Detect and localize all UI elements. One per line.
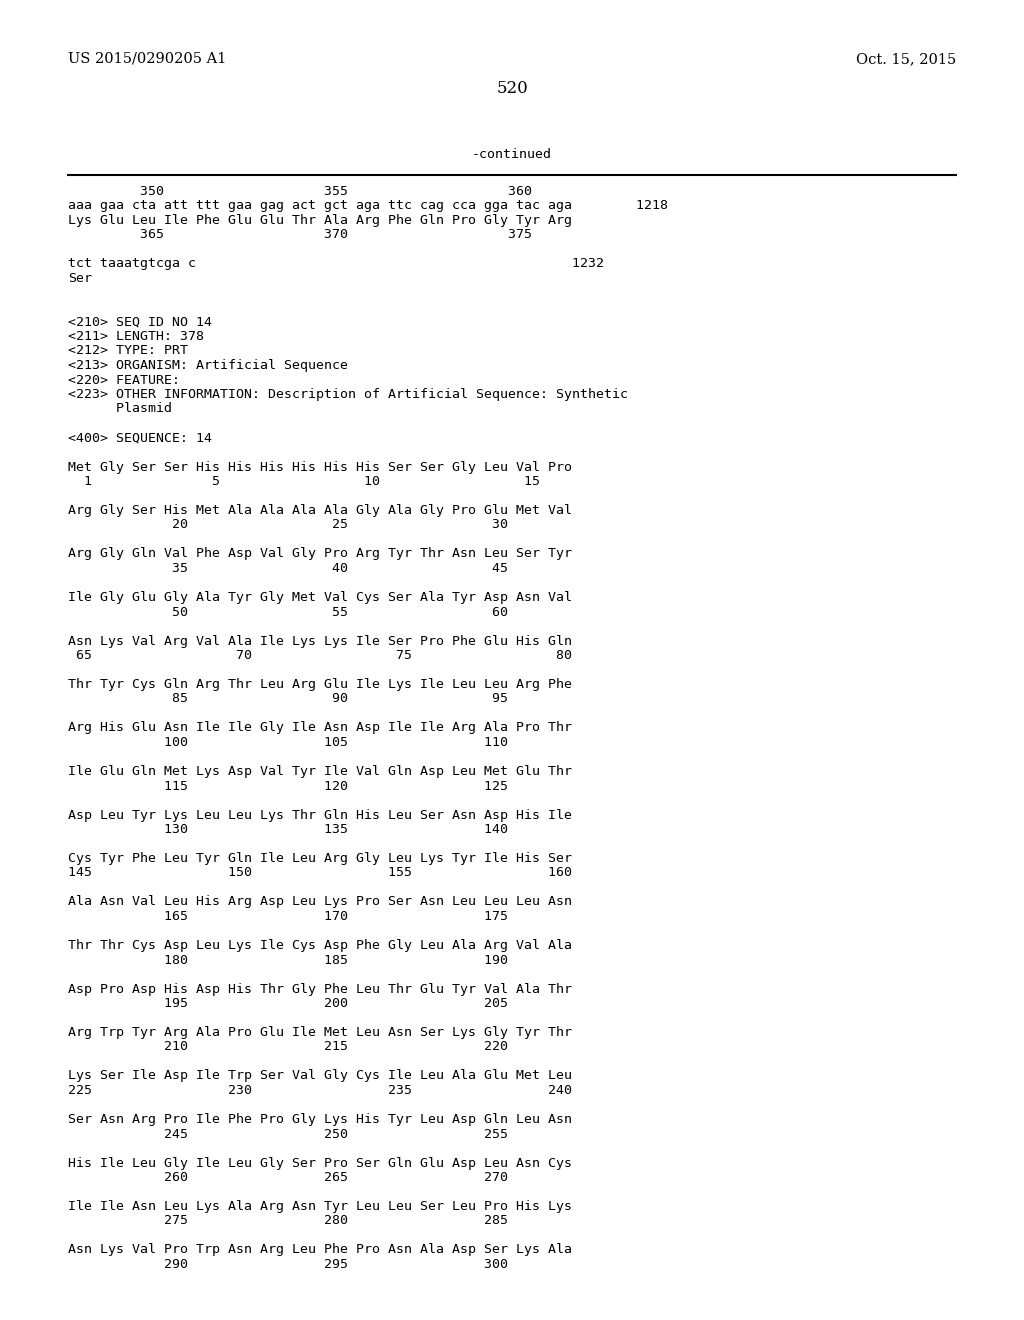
Text: 1               5                  10                  15: 1 5 10 15 bbox=[68, 475, 540, 488]
Text: <223> OTHER INFORMATION: Description of Artificial Sequence: Synthetic: <223> OTHER INFORMATION: Description of … bbox=[68, 388, 628, 401]
Text: 145                 150                 155                 160: 145 150 155 160 bbox=[68, 866, 572, 879]
Text: Cys Tyr Phe Leu Tyr Gln Ile Leu Arg Gly Leu Lys Tyr Ile His Ser: Cys Tyr Phe Leu Tyr Gln Ile Leu Arg Gly … bbox=[68, 851, 572, 865]
Text: Ile Gly Glu Gly Ala Tyr Gly Met Val Cys Ser Ala Tyr Asp Asn Val: Ile Gly Glu Gly Ala Tyr Gly Met Val Cys … bbox=[68, 591, 572, 605]
Text: Arg His Glu Asn Ile Ile Gly Ile Asn Asp Ile Ile Arg Ala Pro Thr: Arg His Glu Asn Ile Ile Gly Ile Asn Asp … bbox=[68, 722, 572, 734]
Text: Ala Asn Val Leu His Arg Asp Leu Lys Pro Ser Asn Leu Leu Leu Asn: Ala Asn Val Leu His Arg Asp Leu Lys Pro … bbox=[68, 895, 572, 908]
Text: 290                 295                 300: 290 295 300 bbox=[68, 1258, 508, 1271]
Text: 350                    355                    360: 350 355 360 bbox=[68, 185, 532, 198]
Text: 165                 170                 175: 165 170 175 bbox=[68, 909, 508, 923]
Text: 50                  55                  60: 50 55 60 bbox=[68, 606, 508, 619]
Text: US 2015/0290205 A1: US 2015/0290205 A1 bbox=[68, 51, 226, 66]
Text: 365                    370                    375: 365 370 375 bbox=[68, 228, 532, 242]
Text: Ser Asn Arg Pro Ile Phe Pro Gly Lys His Tyr Leu Asp Gln Leu Asn: Ser Asn Arg Pro Ile Phe Pro Gly Lys His … bbox=[68, 1113, 572, 1126]
Text: Arg Gly Gln Val Phe Asp Val Gly Pro Arg Tyr Thr Asn Leu Ser Tyr: Arg Gly Gln Val Phe Asp Val Gly Pro Arg … bbox=[68, 548, 572, 561]
Text: 260                 265                 270: 260 265 270 bbox=[68, 1171, 508, 1184]
Text: Oct. 15, 2015: Oct. 15, 2015 bbox=[856, 51, 956, 66]
Text: Thr Tyr Cys Gln Arg Thr Leu Arg Glu Ile Lys Ile Leu Leu Arg Phe: Thr Tyr Cys Gln Arg Thr Leu Arg Glu Ile … bbox=[68, 678, 572, 690]
Text: Asp Leu Tyr Lys Leu Leu Lys Thr Gln His Leu Ser Asn Asp His Ile: Asp Leu Tyr Lys Leu Leu Lys Thr Gln His … bbox=[68, 808, 572, 821]
Text: <400> SEQUENCE: 14: <400> SEQUENCE: 14 bbox=[68, 432, 212, 445]
Text: 35                  40                  45: 35 40 45 bbox=[68, 562, 508, 576]
Text: 225                 230                 235                 240: 225 230 235 240 bbox=[68, 1084, 572, 1097]
Text: 20                  25                  30: 20 25 30 bbox=[68, 519, 508, 532]
Text: 100                 105                 110: 100 105 110 bbox=[68, 737, 508, 748]
Text: <211> LENGTH: 378: <211> LENGTH: 378 bbox=[68, 330, 204, 343]
Text: 520: 520 bbox=[496, 81, 528, 96]
Text: <210> SEQ ID NO 14: <210> SEQ ID NO 14 bbox=[68, 315, 212, 329]
Text: Thr Thr Cys Asp Leu Lys Ile Cys Asp Phe Gly Leu Ala Arg Val Ala: Thr Thr Cys Asp Leu Lys Ile Cys Asp Phe … bbox=[68, 939, 572, 952]
Text: 130                 135                 140: 130 135 140 bbox=[68, 822, 508, 836]
Text: tct taaatgtcga c                                               1232: tct taaatgtcga c 1232 bbox=[68, 257, 604, 271]
Text: Lys Glu Leu Ile Phe Glu Glu Thr Ala Arg Phe Gln Pro Gly Tyr Arg: Lys Glu Leu Ile Phe Glu Glu Thr Ala Arg … bbox=[68, 214, 572, 227]
Text: Asp Pro Asp His Asp His Thr Gly Phe Leu Thr Glu Tyr Val Ala Thr: Asp Pro Asp His Asp His Thr Gly Phe Leu … bbox=[68, 982, 572, 995]
Text: aaa gaa cta att ttt gaa gag act gct aga ttc cag cca gga tac aga        1218: aaa gaa cta att ttt gaa gag act gct aga … bbox=[68, 199, 668, 213]
Text: Plasmid: Plasmid bbox=[68, 403, 172, 416]
Text: Ile Glu Gln Met Lys Asp Val Tyr Ile Val Gln Asp Leu Met Glu Thr: Ile Glu Gln Met Lys Asp Val Tyr Ile Val … bbox=[68, 766, 572, 777]
Text: 85                  90                  95: 85 90 95 bbox=[68, 693, 508, 705]
Text: 210                 215                 220: 210 215 220 bbox=[68, 1040, 508, 1053]
Text: His Ile Leu Gly Ile Leu Gly Ser Pro Ser Gln Glu Asp Leu Asn Cys: His Ile Leu Gly Ile Leu Gly Ser Pro Ser … bbox=[68, 1156, 572, 1170]
Text: 115                 120                 125: 115 120 125 bbox=[68, 780, 508, 792]
Text: 195                 200                 205: 195 200 205 bbox=[68, 997, 508, 1010]
Text: Arg Trp Tyr Arg Ala Pro Glu Ile Met Leu Asn Ser Lys Gly Tyr Thr: Arg Trp Tyr Arg Ala Pro Glu Ile Met Leu … bbox=[68, 1026, 572, 1039]
Text: Lys Ser Ile Asp Ile Trp Ser Val Gly Cys Ile Leu Ala Glu Met Leu: Lys Ser Ile Asp Ile Trp Ser Val Gly Cys … bbox=[68, 1069, 572, 1082]
Text: Ser: Ser bbox=[68, 272, 92, 285]
Text: -continued: -continued bbox=[472, 148, 552, 161]
Text: Arg Gly Ser His Met Ala Ala Ala Ala Gly Ala Gly Pro Glu Met Val: Arg Gly Ser His Met Ala Ala Ala Ala Gly … bbox=[68, 504, 572, 517]
Text: Asn Lys Val Arg Val Ala Ile Lys Lys Ile Ser Pro Phe Glu His Gln: Asn Lys Val Arg Val Ala Ile Lys Lys Ile … bbox=[68, 635, 572, 648]
Text: <220> FEATURE:: <220> FEATURE: bbox=[68, 374, 180, 387]
Text: 275                 280                 285: 275 280 285 bbox=[68, 1214, 508, 1228]
Text: 180                 185                 190: 180 185 190 bbox=[68, 953, 508, 966]
Text: 245                 250                 255: 245 250 255 bbox=[68, 1127, 508, 1140]
Text: Asn Lys Val Pro Trp Asn Arg Leu Phe Pro Asn Ala Asp Ser Lys Ala: Asn Lys Val Pro Trp Asn Arg Leu Phe Pro … bbox=[68, 1243, 572, 1257]
Text: Ile Ile Asn Leu Lys Ala Arg Asn Tyr Leu Leu Ser Leu Pro His Lys: Ile Ile Asn Leu Lys Ala Arg Asn Tyr Leu … bbox=[68, 1200, 572, 1213]
Text: <212> TYPE: PRT: <212> TYPE: PRT bbox=[68, 345, 188, 358]
Text: Met Gly Ser Ser His His His His His His Ser Ser Gly Leu Val Pro: Met Gly Ser Ser His His His His His His … bbox=[68, 461, 572, 474]
Text: 65                  70                  75                  80: 65 70 75 80 bbox=[68, 649, 572, 663]
Text: <213> ORGANISM: Artificial Sequence: <213> ORGANISM: Artificial Sequence bbox=[68, 359, 348, 372]
